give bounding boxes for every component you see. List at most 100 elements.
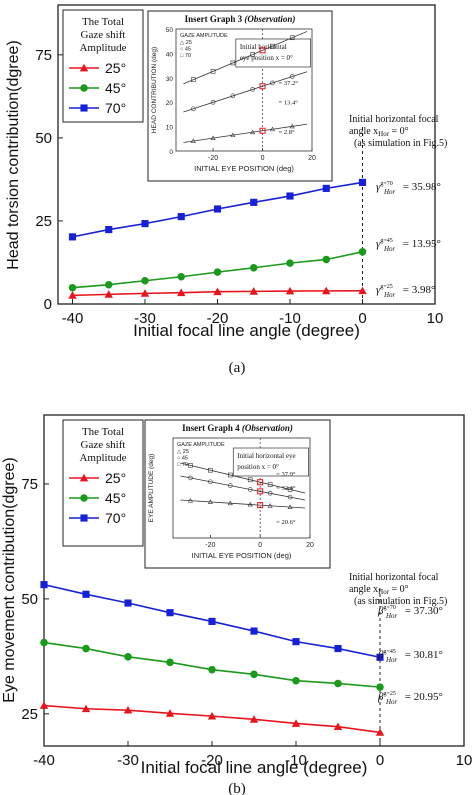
inset-highlight-point [257,488,264,495]
data-point [124,599,132,607]
inset-note-line: eye position x = 0° [240,54,293,62]
end-label-sub: Hor [385,656,398,664]
inset-title-italic: (Observation) [242,423,293,433]
legend-title: The Total [82,426,124,438]
legend-swatch-marker [80,104,88,112]
legend-swatch-marker [79,473,89,482]
inset-box [144,419,331,569]
data-point [105,226,113,234]
inset-data-point [289,123,295,129]
data-point [285,286,295,295]
legend-label: 70° [105,510,126,526]
y-tick-label: 50 [21,591,38,608]
inset-data-point [247,501,253,507]
end-label-sup: g=45 [383,649,395,655]
inset-y-tick-label: 10 [166,125,174,132]
inset-legend-item: △ 25 [180,40,192,46]
end-value-label: γg=70 Hor = 35.98° [376,181,441,196]
annotation-sub: Hor [378,130,390,138]
annotation-line: angle xHor = 0° [349,126,409,138]
inset-data-point [188,463,193,468]
inset-data-point [230,60,236,66]
inset-legend-item: △ 25 [177,449,189,455]
inset-readout: = 2.8° [279,129,295,136]
data-point [141,276,149,285]
inset-legend-item: □ 70 [180,53,191,59]
inset-highlight-point [259,47,266,54]
end-label-value: = 35.98° [400,181,441,193]
inset-data-point [210,99,216,105]
x-tick-label: 10 [427,310,444,327]
annotation-line: (as simulation in Fig.5) [354,138,447,149]
inset-y-tick-label: 30 [166,76,174,83]
inset-title: Insert Graph 3 (Observation) [185,14,296,24]
data-point [333,722,343,731]
end-label-sub: Hor [383,245,396,253]
inset-data-point [247,477,253,483]
inset-x-tick-label: -20 [205,542,215,549]
inset-title-italic: (Observation) [244,14,295,24]
legend-swatch-marker [79,63,89,72]
annotation-line: angle xHor = 0° [349,584,409,596]
inset-data-point [210,135,216,140]
data-point [177,213,185,221]
inset-plot-frame [172,437,311,539]
inset-x-tick-label: 0 [258,542,262,549]
inset-x-tick-label: -20 [208,155,218,162]
inset-note-box [232,447,309,477]
data-point [141,220,149,228]
x-tick-label: 0 [358,310,366,327]
inset-readout: = 37.2° [279,80,299,87]
data-point [207,711,217,720]
inset-data-point [208,467,213,473]
inset-data-point [287,487,293,492]
legend-box [62,9,144,123]
end-label-symbol: β [377,649,384,661]
inset-y-tick-label: 40 [166,51,174,58]
inset-data-point [247,487,253,492]
inset-data-point [267,490,273,496]
data-point [208,617,216,625]
y-tick-label: 25 [35,213,52,230]
inset-data-point [270,80,275,86]
legend-box [62,419,144,547]
data-point [358,248,367,256]
data-point [124,653,132,661]
inset-data-point [269,126,275,132]
legend-title: Amplitude [79,42,126,54]
data-point [291,719,301,727]
inset-x-tick-label: 0 [261,155,265,162]
series-line [43,641,381,688]
inset-trend-line [180,462,306,494]
inset-readout: = 37.9° [276,471,296,478]
inset-data-point [270,43,275,49]
end-label-sup: g=45 [380,238,392,244]
legend-title: The Total [82,16,124,28]
inset-data-point [187,498,193,503]
annotation-value: = 0° [389,126,409,137]
panel-label: (b) [228,781,246,795]
annotation-line: Initial horizontal focal [349,572,439,583]
data-point [322,286,331,295]
y-tick-label: 75 [21,476,38,493]
data-point [286,259,294,267]
x-tick-label: 10 [456,752,473,769]
data-point [140,289,150,297]
x-axis-label: Initial focal line angle (degree) [141,758,368,777]
annotation-line: (as simulation in Fig.5) [354,596,447,607]
end-value-label: γg=45 Hor = 13.95° [376,238,441,253]
inset-readout: = 32.4° [276,485,296,492]
end-label-symbol: γ [376,284,381,296]
data-point [334,644,342,653]
inset-data-point [250,87,255,92]
x-tick-label: -40 [62,310,84,327]
end-label-sup: g=70 [383,605,395,611]
legend-swatch-marker [80,494,88,502]
x-tick-label: -30 [117,752,139,769]
inset-title-main: Insert Graph 4 [182,423,242,433]
data-point [104,290,113,298]
inset-data-point [289,74,295,79]
data-point [292,638,300,646]
end-label-symbol: β [377,605,384,617]
end-value-label: βg=70 Hor = 37.30° [377,605,443,620]
